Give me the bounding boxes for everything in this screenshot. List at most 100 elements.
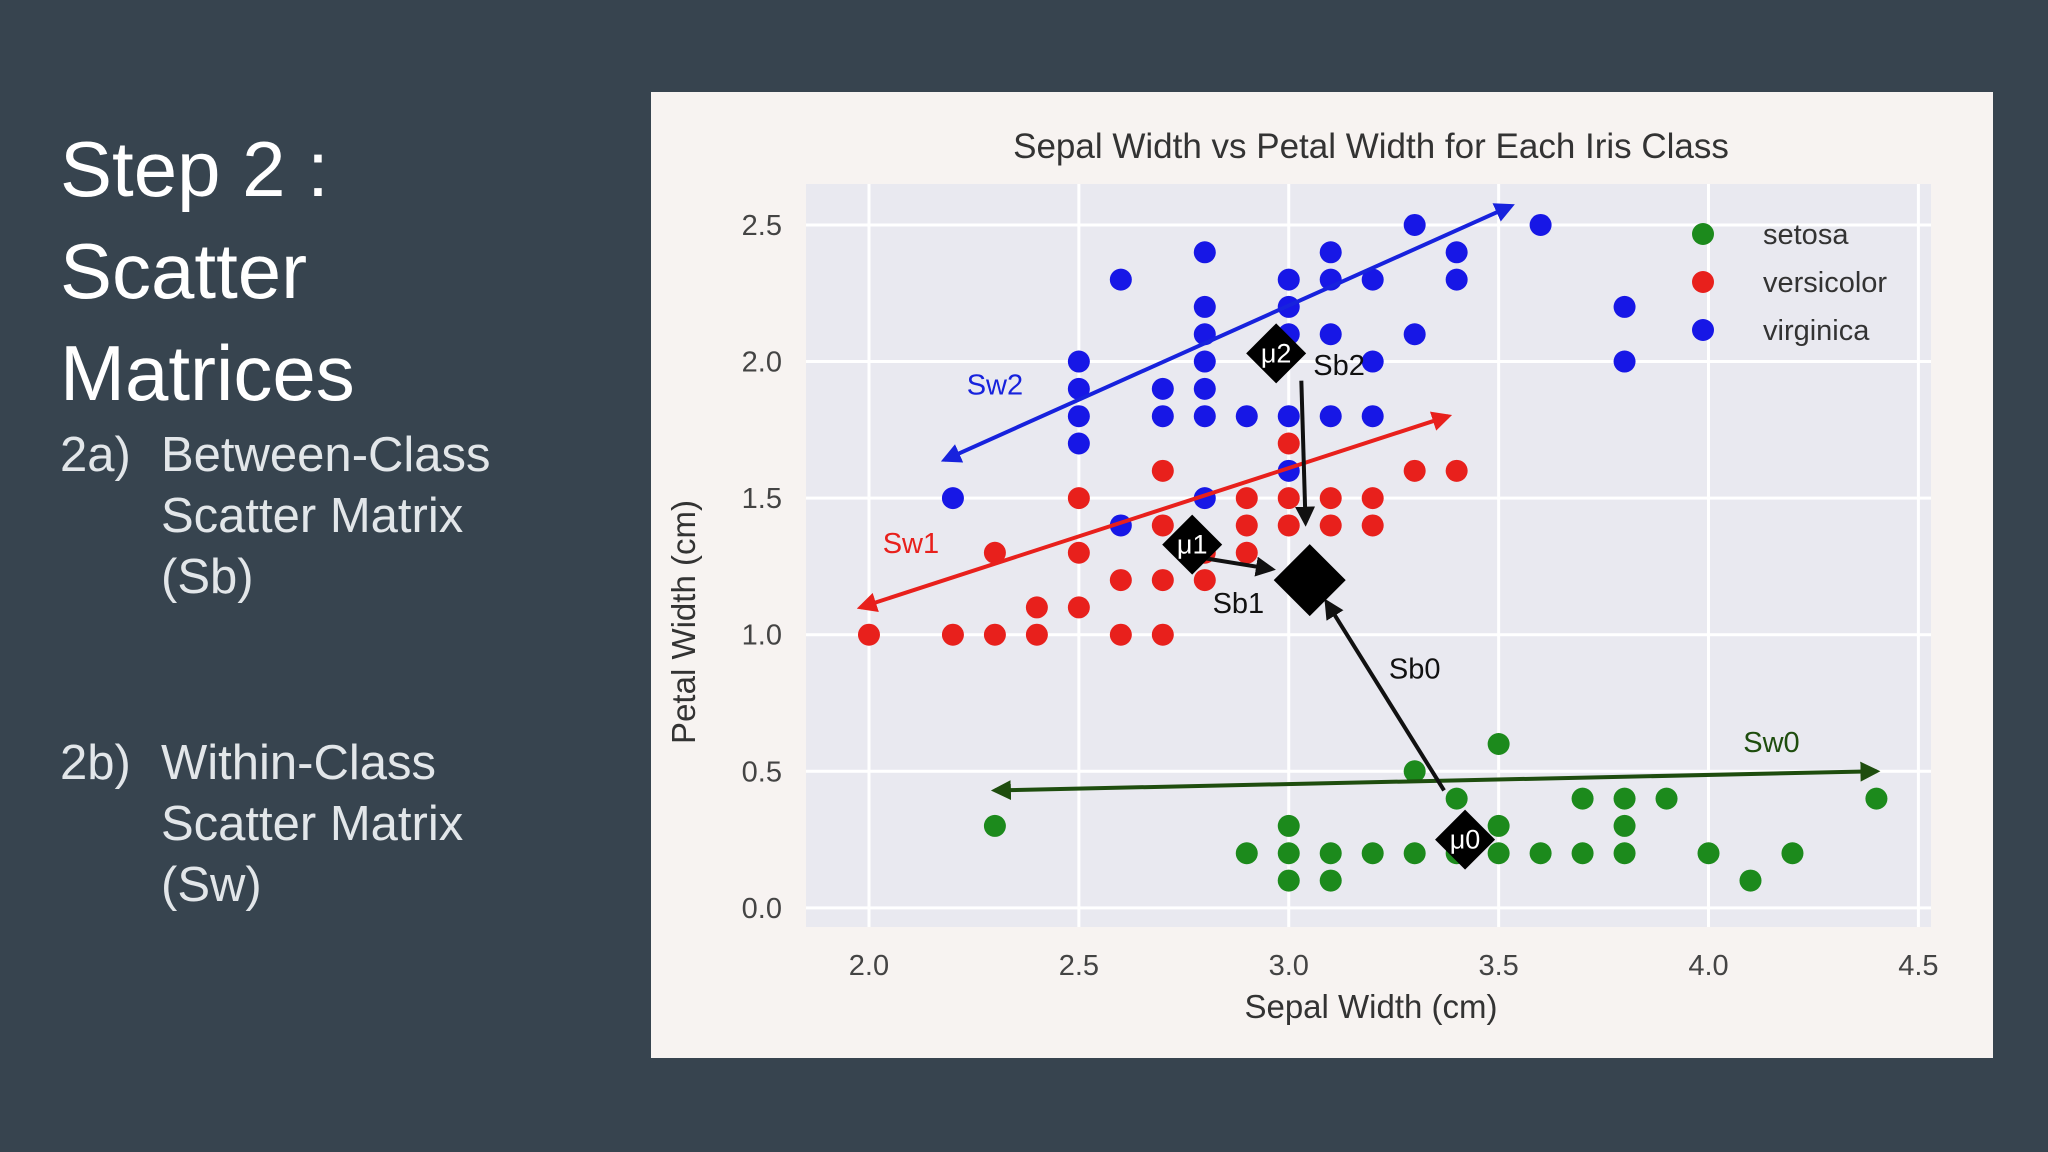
legend-label: setosa	[1763, 219, 1849, 251]
versicolor-point	[1109, 569, 1132, 592]
outline-item-text: Between-Class Scatter Matrix (Sb)	[161, 425, 581, 608]
versicolor-point	[1025, 596, 1048, 619]
virginica-point	[1445, 268, 1468, 291]
legend-label: versicolor	[1763, 267, 1887, 299]
setosa-point	[1865, 787, 1888, 810]
outline-item-number: 2b)	[60, 736, 131, 790]
setosa-point	[1487, 842, 1510, 865]
virginica-point	[1277, 405, 1300, 428]
virginica-point	[1193, 405, 1216, 428]
virginica-point	[1235, 405, 1258, 428]
mean-label: μ0	[1450, 825, 1481, 855]
setosa-point	[1487, 814, 1510, 837]
outline-item-line: (Sb)	[161, 550, 254, 604]
versicolor-point	[1361, 487, 1384, 510]
setosa-point	[1319, 842, 1342, 865]
setosa-point	[1445, 787, 1468, 810]
setosa-point	[1529, 842, 1552, 865]
legend-marker	[1692, 271, 1714, 293]
setosa-point	[1613, 842, 1636, 865]
setosa-point	[1571, 787, 1594, 810]
virginica-point	[1445, 241, 1468, 264]
y-tick-label: 1.0	[742, 620, 782, 652]
slide-title-line: Scatter	[60, 227, 308, 315]
virginica-point	[1613, 295, 1636, 318]
setosa-point	[1319, 869, 1342, 892]
class-mean-marker	[1162, 514, 1223, 575]
versicolor-point	[1067, 596, 1090, 619]
virginica-point	[1193, 295, 1216, 318]
y-tick-label: 0.0	[742, 893, 782, 925]
versicolor-point	[1235, 487, 1258, 510]
annotation-label: Sb1	[1213, 588, 1265, 620]
y-tick-label: 2.5	[742, 210, 782, 242]
outline-item-line: Between-Class	[161, 428, 491, 482]
annotation-label: Sw1	[883, 528, 939, 560]
x-tick-label: 3.5	[1478, 950, 1518, 982]
versicolor-point	[1151, 514, 1174, 537]
outline-item-number: 2a)	[60, 428, 131, 482]
setosa-point	[1403, 760, 1426, 783]
setosa-point	[1277, 869, 1300, 892]
x-tick-label: 2.0	[849, 950, 889, 982]
chart-panel: Sepal Width vs Petal Width for Each Iris…	[651, 92, 1993, 1058]
versicolor-point	[1235, 514, 1258, 537]
arrow-sb1	[1204, 556, 1276, 577]
setosa-point	[1487, 732, 1510, 755]
virginica-point	[1529, 213, 1552, 236]
annotation-label: Sb2	[1313, 350, 1365, 382]
mean-label: μ1	[1177, 530, 1208, 560]
outline-item-line: (Sw)	[161, 858, 262, 912]
annotation-label: Sw0	[1743, 727, 1799, 759]
setosa-point	[1613, 814, 1636, 837]
versicolor-point	[1151, 623, 1174, 646]
outline-item-text: Within-Class Scatter Matrix (Sw)	[161, 733, 581, 916]
virginica-point	[941, 487, 964, 510]
virginica-point	[1067, 405, 1090, 428]
versicolor-point	[1319, 487, 1342, 510]
slide-title-line: Step 2 :	[60, 125, 329, 213]
virginica-point	[1403, 213, 1426, 236]
versicolor-point	[941, 623, 964, 646]
setosa-point	[1655, 787, 1678, 810]
versicolor-point	[1361, 514, 1384, 537]
setosa-point	[1235, 842, 1258, 865]
mean-label: μ2	[1261, 338, 1292, 368]
class-mean-marker	[1246, 323, 1307, 384]
setosa-point	[1361, 842, 1384, 865]
virginica-point	[1193, 377, 1216, 400]
versicolor-point	[1403, 459, 1426, 482]
virginica-point	[1319, 405, 1342, 428]
versicolor-point	[1235, 541, 1258, 564]
slide-title-line: Matrices	[60, 329, 355, 417]
versicolor-point	[1109, 623, 1132, 646]
arrow-sb2	[1295, 380, 1316, 527]
annotation-label: Sb0	[1389, 653, 1441, 685]
legend-label: virginica	[1763, 315, 1870, 347]
versicolor-point	[1067, 541, 1090, 564]
virginica-point	[1403, 323, 1426, 346]
y-tick-label: 1.5	[742, 483, 782, 515]
setosa-point	[1277, 814, 1300, 837]
virginica-point	[1361, 350, 1384, 373]
virginica-point	[1361, 405, 1384, 428]
virginica-point	[1067, 350, 1090, 373]
x-axis-label: Sepal Width (cm)	[1244, 988, 1497, 1025]
versicolor-point	[857, 623, 880, 646]
virginica-point	[1319, 241, 1342, 264]
setosa-point	[1403, 842, 1426, 865]
versicolor-point	[1067, 487, 1090, 510]
y-axis-label: Petal Width (cm)	[665, 500, 702, 744]
virginica-point	[1151, 405, 1174, 428]
class-mean-marker	[1435, 809, 1496, 870]
y-tick-label: 2.0	[742, 347, 782, 379]
versicolor-point	[1445, 459, 1468, 482]
virginica-point	[1319, 323, 1342, 346]
overall-mean-marker	[1273, 544, 1346, 617]
setosa-point	[1697, 842, 1720, 865]
setosa-point	[1571, 842, 1594, 865]
versicolor-point	[1025, 623, 1048, 646]
setosa-point	[983, 814, 1006, 837]
virginica-point	[1193, 350, 1216, 373]
setosa-point	[1781, 842, 1804, 865]
